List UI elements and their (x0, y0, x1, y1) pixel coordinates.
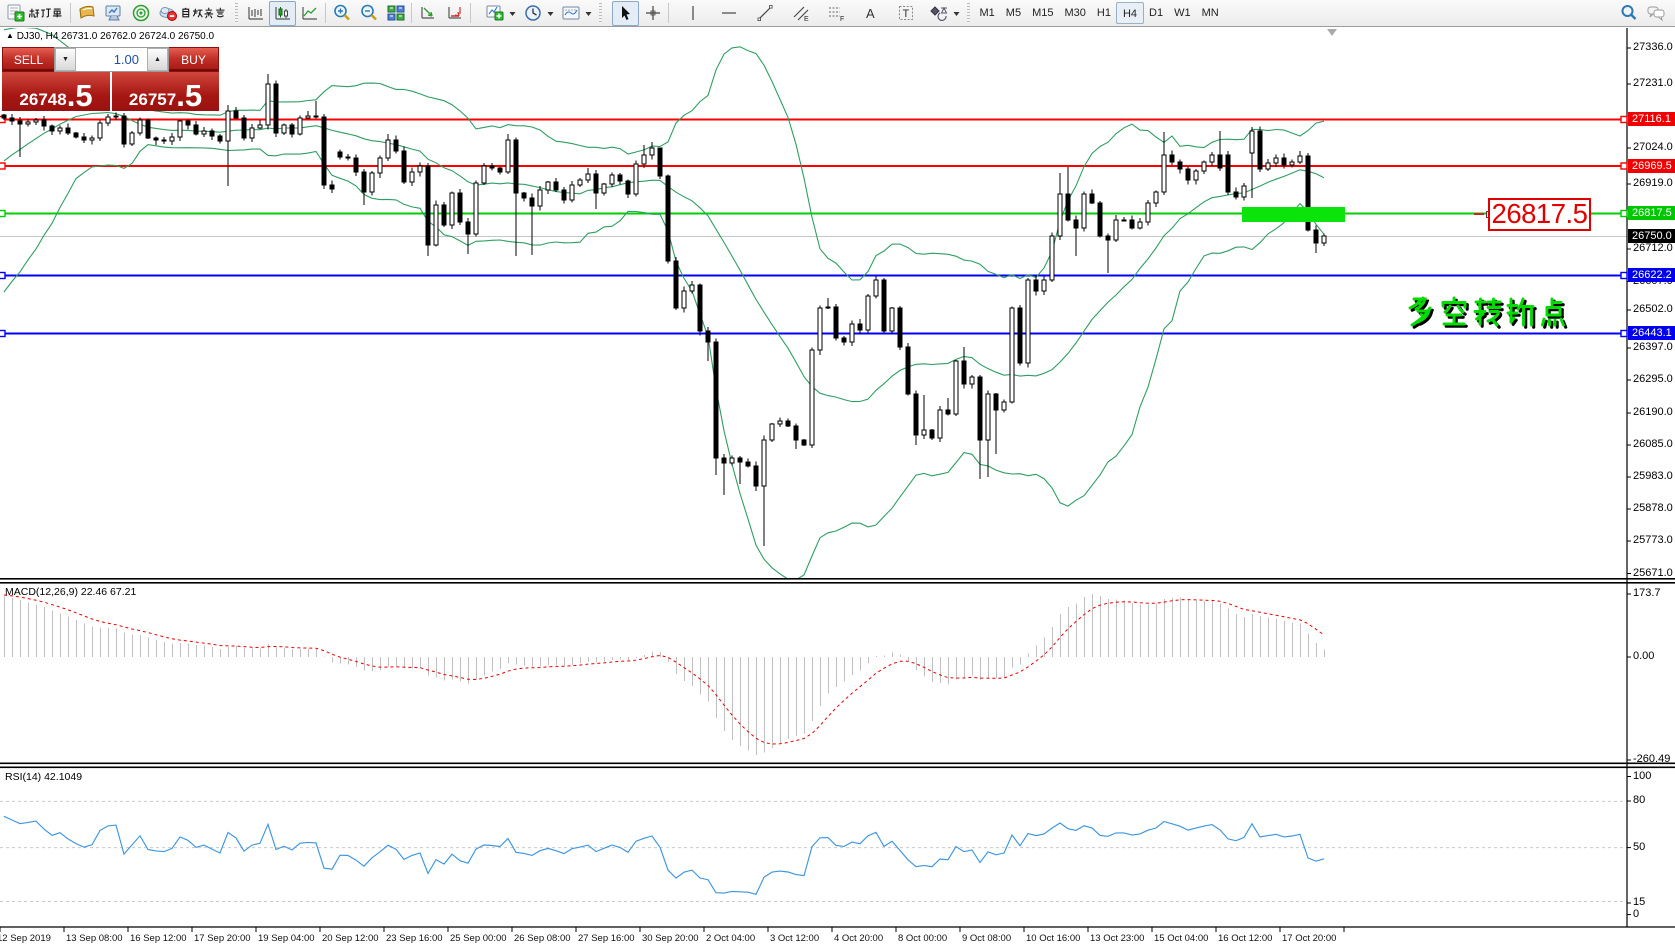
svg-text:T: T (902, 8, 909, 20)
svg-text:F: F (840, 16, 844, 23)
svg-text:E: E (804, 16, 809, 23)
svg-text:A: A (866, 6, 875, 21)
